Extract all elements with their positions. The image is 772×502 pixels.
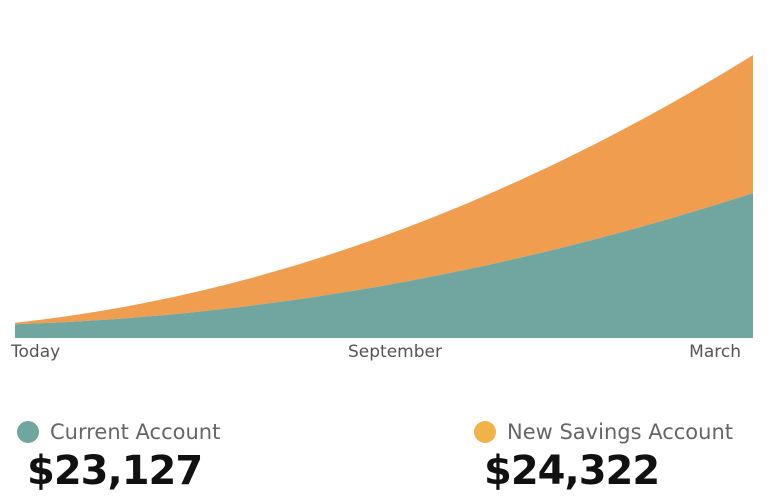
- legend-label-new-savings-account: New Savings Account: [507, 420, 733, 444]
- area-chart: Today September March: [10, 55, 753, 362]
- legend-dot-current-account: [17, 421, 39, 443]
- new-savings-account-total: $24,322: [484, 448, 660, 494]
- x-axis-ticks: Today September March: [10, 342, 741, 362]
- chart-areas: [15, 55, 753, 338]
- legend-item-current-account: Current Account: [17, 420, 220, 444]
- legend-item-new-savings-account: New Savings Account: [474, 420, 733, 444]
- area-new-savings-account: [15, 55, 753, 325]
- x-tick-label: September: [348, 342, 442, 362]
- legend-label-current-account: Current Account: [50, 420, 221, 444]
- x-tick-label: Today: [10, 342, 60, 362]
- x-tick-label: March: [689, 342, 741, 362]
- legend-dot-new-savings-account: [474, 421, 496, 443]
- area-current-account: [15, 193, 753, 338]
- current-account-total: $23,127: [27, 448, 203, 494]
